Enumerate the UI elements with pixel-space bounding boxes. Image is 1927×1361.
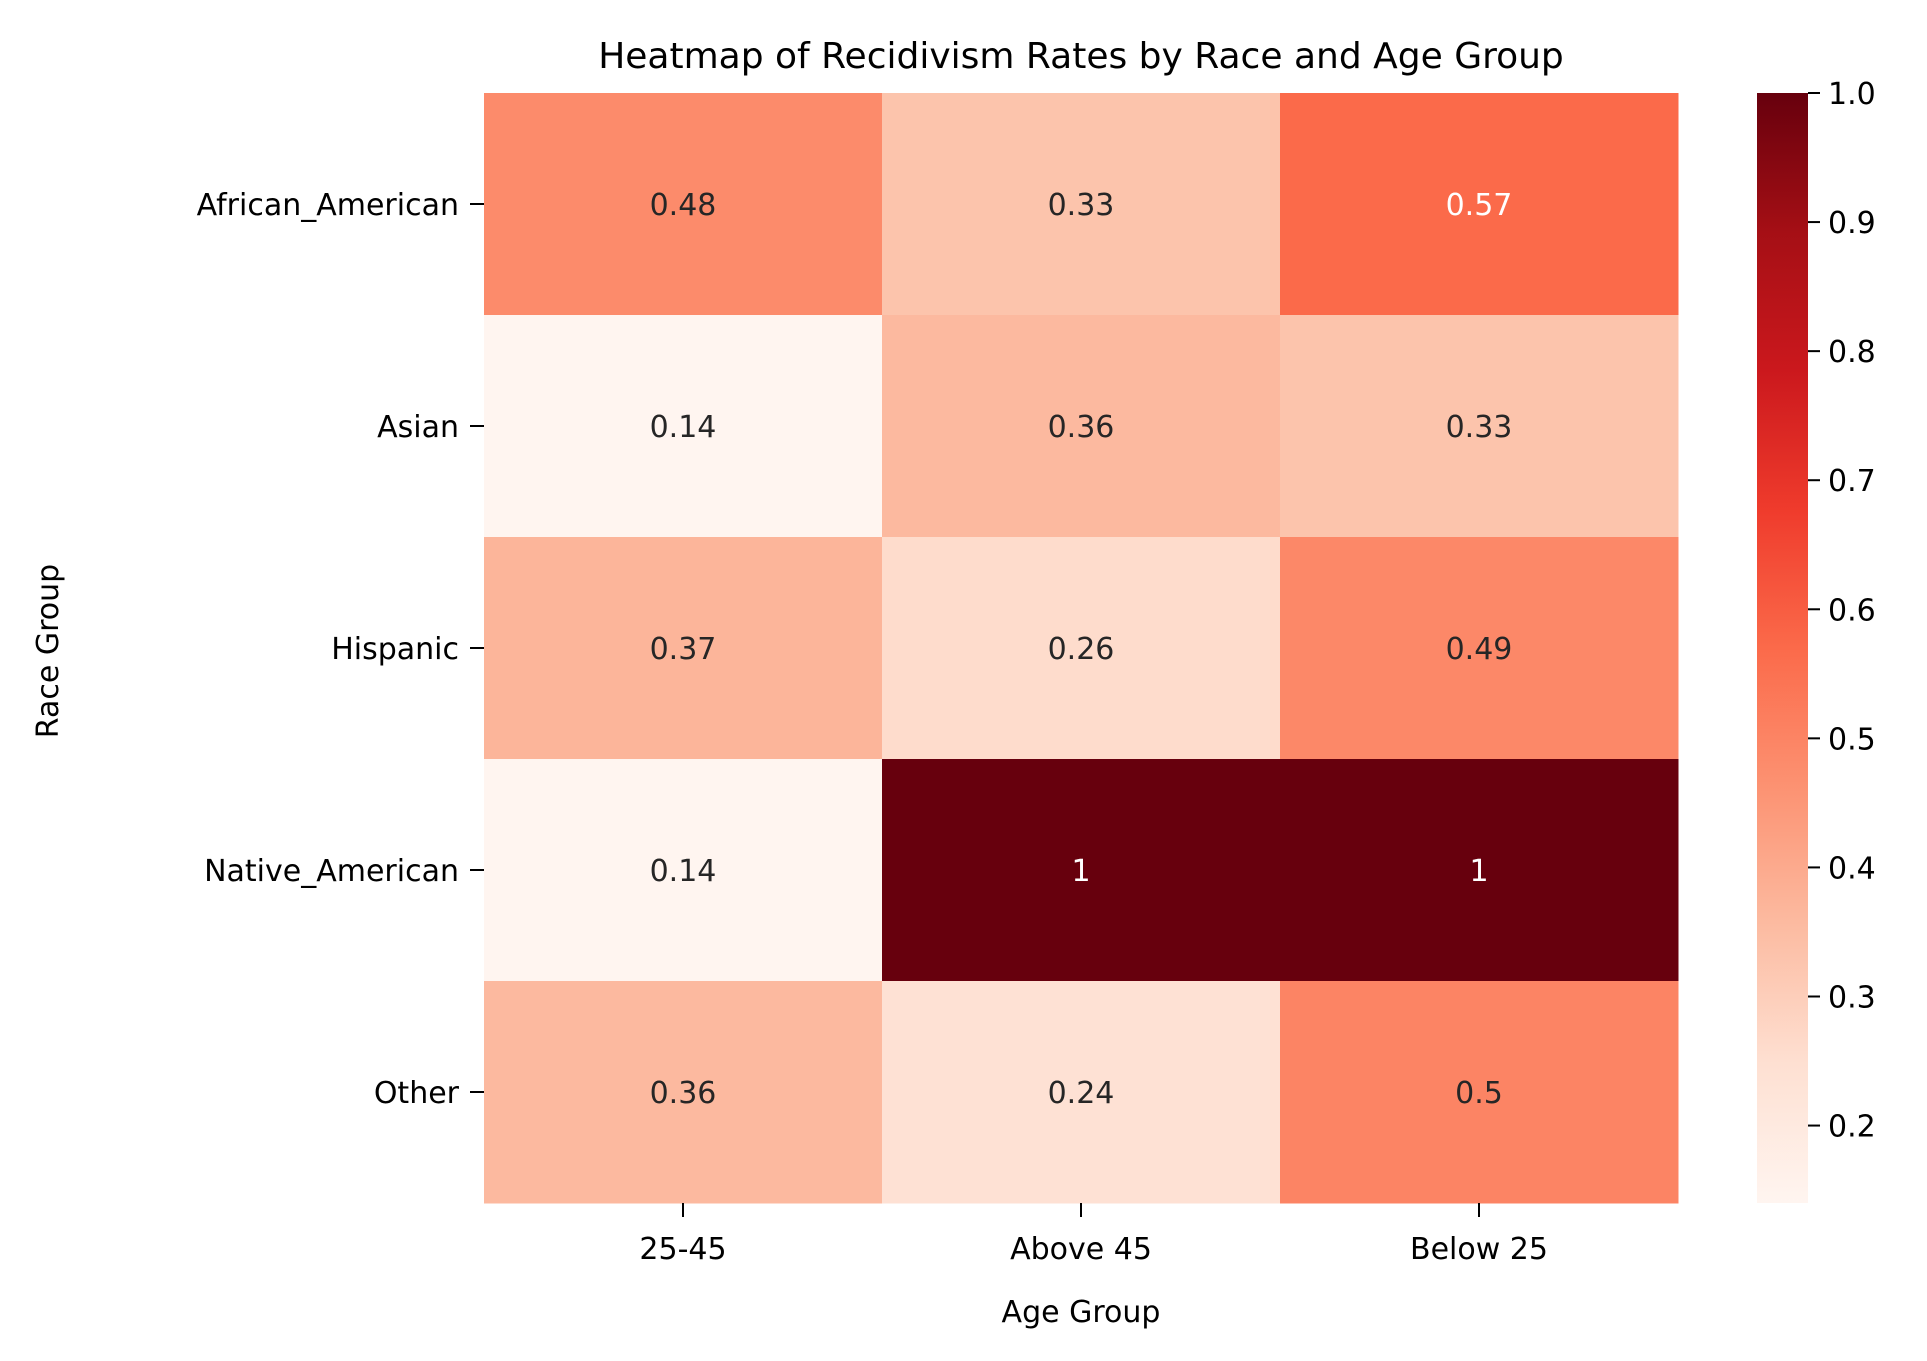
y-tick-label: Native_American bbox=[204, 854, 459, 889]
colorbar-tick-label: 0.4 bbox=[1828, 851, 1876, 886]
cell-value-label: 0.57 bbox=[1446, 188, 1513, 223]
heatmap-cell bbox=[484, 315, 883, 538]
colorbar-tick-label: 0.7 bbox=[1828, 464, 1876, 499]
y-axis-label: Race Group bbox=[31, 564, 66, 738]
cell-value-label: 0.5 bbox=[1455, 1076, 1503, 1111]
heatmap-cell bbox=[1280, 759, 1679, 982]
cell-value-label: 0.49 bbox=[1446, 632, 1513, 667]
colorbar-tick-label: 1.0 bbox=[1828, 77, 1876, 112]
x-axis-label: Age Group bbox=[1002, 1295, 1161, 1330]
heatmap-cell bbox=[882, 537, 1281, 760]
colorbar-gradient bbox=[1757, 93, 1808, 1203]
x-axis: 25-45 Above 45 Below 25 bbox=[639, 1203, 1548, 1267]
y-tick-label: Other bbox=[374, 1076, 460, 1111]
x-tick-label: Above 45 bbox=[1010, 1232, 1152, 1267]
colorbar-tick-label: 0.6 bbox=[1828, 593, 1876, 628]
y-tick-label: Asian bbox=[377, 410, 459, 445]
colorbar-tick-label: 0.3 bbox=[1828, 980, 1876, 1015]
cell-value-label: 0.36 bbox=[650, 1076, 717, 1111]
cell-value-label: 0.33 bbox=[1048, 188, 1115, 223]
cell-value-label: 0.26 bbox=[1048, 632, 1115, 667]
chart-title: Heatmap of Recidivism Rates by Race and … bbox=[598, 36, 1564, 77]
cell-value-label: 0.48 bbox=[650, 188, 717, 223]
heatmap-cells: 0.48 0.33 0.57 0.14 0.36 0.33 0.37 0.26 0.49 0.14… bbox=[484, 93, 1679, 1204]
x-tick-label: 25-45 bbox=[639, 1232, 726, 1267]
heatmap-cell bbox=[484, 93, 883, 316]
cell-value-label: 0.33 bbox=[1446, 410, 1513, 445]
heatmap-cell bbox=[484, 981, 883, 1204]
colorbar-tick-label: 0.8 bbox=[1828, 335, 1876, 370]
cell-value-label: 0.36 bbox=[1048, 410, 1115, 445]
heatmap-cell bbox=[882, 315, 1281, 538]
y-tick-label: Hispanic bbox=[331, 632, 459, 667]
colorbar-tick-label: 0.2 bbox=[1828, 1110, 1876, 1145]
heatmap-cell bbox=[1280, 93, 1679, 316]
cell-value-label: 0.14 bbox=[650, 854, 717, 889]
heatmap-cell bbox=[1280, 537, 1679, 760]
cell-value-label: 0.24 bbox=[1048, 1076, 1115, 1111]
colorbar: 0.2 0.3 0.4 0.5 0.6 0.7 0.8 0.9 1.0 bbox=[1757, 77, 1876, 1203]
y-tick-label: African_American bbox=[197, 188, 459, 223]
heatmap-cell bbox=[882, 759, 1281, 982]
heatmap-cell bbox=[882, 981, 1281, 1204]
cell-value-label: 0.14 bbox=[650, 410, 717, 445]
colorbar-tick-label: 0.5 bbox=[1828, 722, 1876, 757]
heatmap-cell bbox=[882, 93, 1281, 316]
colorbar-tick-label: 0.9 bbox=[1828, 206, 1876, 241]
heatmap-cell bbox=[484, 537, 883, 760]
heatmap-cell bbox=[1280, 315, 1679, 538]
cell-value-label: 1 bbox=[1469, 854, 1488, 889]
cell-value-label: 1 bbox=[1071, 854, 1090, 889]
cell-value-label: 0.37 bbox=[650, 632, 717, 667]
heatmap-cell bbox=[1280, 981, 1679, 1204]
x-tick-label: Below 25 bbox=[1410, 1232, 1548, 1267]
heatmap-cell bbox=[484, 759, 883, 982]
y-axis: African_American Asian Hispanic Native_Amer… bbox=[197, 188, 484, 1111]
